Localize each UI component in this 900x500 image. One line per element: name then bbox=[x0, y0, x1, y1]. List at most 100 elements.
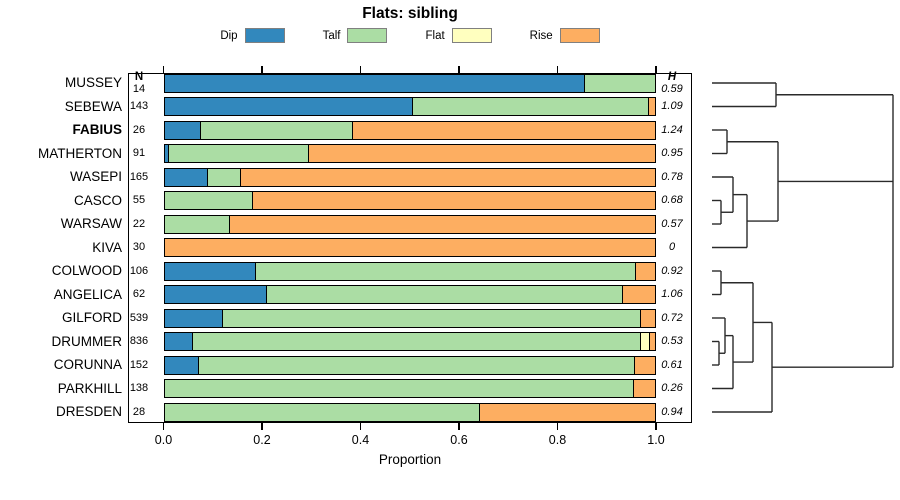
legend-swatch bbox=[244, 28, 285, 43]
bar-segment-talf bbox=[167, 144, 310, 163]
top-axis-tick bbox=[261, 66, 263, 73]
top-axis-tick bbox=[359, 66, 362, 73]
x-axis-tick bbox=[458, 423, 460, 430]
n-value: 14 bbox=[132, 83, 146, 95]
row-label: MATHERTON bbox=[37, 145, 122, 161]
h-value: 0.95 bbox=[661, 147, 683, 159]
h-value: 0.92 bbox=[661, 264, 683, 277]
stacked-bar bbox=[163, 97, 657, 116]
row-label: DRUMMER bbox=[51, 333, 123, 349]
bar-segment-dip bbox=[163, 308, 224, 328]
bar-segment-rise bbox=[308, 144, 656, 163]
stacked-bar bbox=[163, 191, 657, 210]
bar-segment-rise bbox=[240, 167, 656, 187]
h-value: 0.53 bbox=[661, 335, 683, 347]
row-label: ANGELICA bbox=[53, 286, 122, 302]
n-value: 28 bbox=[132, 405, 146, 418]
x-axis-tick bbox=[556, 423, 559, 430]
bar-segment-dip bbox=[163, 355, 199, 375]
bar-segment-dip bbox=[163, 120, 202, 140]
x-axis-tick bbox=[655, 423, 657, 430]
top-axis-tick bbox=[556, 66, 559, 73]
bar-segment-rise bbox=[632, 379, 656, 398]
bar-segment-dip bbox=[163, 285, 267, 304]
stacked-bar bbox=[163, 379, 657, 398]
bar-segment-talf bbox=[163, 214, 231, 234]
row-label: SEBEWA bbox=[64, 98, 122, 114]
legend-label: Talf bbox=[322, 29, 341, 42]
x-tick-label: 0.8 bbox=[548, 433, 567, 447]
row-label: KIVA bbox=[92, 239, 122, 255]
bar-segment-talf bbox=[411, 97, 650, 116]
stacked-bar bbox=[163, 214, 657, 234]
bar-segment-rise bbox=[622, 285, 656, 304]
legend-label: Flat bbox=[425, 29, 445, 42]
n-value: 143 bbox=[129, 100, 149, 112]
stacked-bar bbox=[163, 238, 656, 257]
row-label: GILFORD bbox=[61, 310, 122, 325]
stacked-bar bbox=[163, 402, 657, 422]
h-value: 1.24 bbox=[661, 123, 683, 136]
n-column-header: N bbox=[134, 71, 144, 83]
h-value: 0 bbox=[668, 241, 676, 253]
h-column-header: H bbox=[667, 71, 677, 83]
h-value: 0.57 bbox=[661, 217, 683, 230]
h-value: 0.68 bbox=[661, 194, 683, 206]
bar-segment-rise bbox=[251, 191, 656, 210]
bar-segment-talf bbox=[163, 402, 481, 422]
n-value: 106 bbox=[129, 264, 149, 277]
bar-segment-talf bbox=[163, 191, 254, 210]
bar-segment-talf bbox=[163, 379, 634, 398]
bar-segment-talf bbox=[255, 261, 637, 281]
top-axis-tick bbox=[655, 66, 657, 73]
stacked-bar bbox=[163, 261, 657, 281]
n-value: 165 bbox=[129, 170, 149, 183]
stacked-bar bbox=[163, 355, 657, 375]
stacked-bar bbox=[163, 167, 657, 187]
x-axis-tick bbox=[359, 423, 362, 430]
legend-swatch bbox=[451, 28, 492, 43]
n-value: 152 bbox=[129, 358, 149, 371]
bar-segment-dip bbox=[163, 261, 257, 281]
row-label: DRESDEN bbox=[55, 404, 122, 419]
bar-segment-dip bbox=[163, 332, 194, 351]
x-tick-label: 1.0 bbox=[647, 433, 665, 447]
legend-label: Rise bbox=[529, 29, 553, 42]
row-label: CASCO bbox=[73, 192, 122, 208]
h-value: 0.26 bbox=[661, 382, 683, 394]
h-value: 0.78 bbox=[661, 170, 683, 183]
h-value: 0.94 bbox=[661, 405, 683, 418]
legend-item-talf: Talf bbox=[323, 28, 388, 43]
bar-segment-rise bbox=[478, 402, 656, 422]
n-value: 22 bbox=[132, 217, 146, 230]
bar-segment-rise bbox=[647, 97, 656, 116]
bar-segment-dip bbox=[163, 167, 209, 187]
bar-segment-rise bbox=[639, 308, 656, 328]
row-label: PARKHILL bbox=[57, 380, 122, 396]
stacked-bar bbox=[163, 332, 657, 351]
bar-segment-talf bbox=[200, 120, 354, 140]
bar-segment-talf bbox=[207, 167, 242, 187]
row-label: WASEPI bbox=[69, 169, 122, 184]
n-value: 55 bbox=[132, 194, 146, 206]
bar-segment-talf bbox=[197, 355, 635, 375]
h-value: 0.61 bbox=[661, 358, 683, 371]
bar-segment-talf bbox=[221, 308, 642, 328]
legend-swatch bbox=[347, 28, 388, 43]
bar-segment-talf bbox=[584, 73, 656, 93]
n-value: 26 bbox=[132, 123, 146, 136]
bar-segment-rise bbox=[229, 214, 656, 234]
n-value: 138 bbox=[129, 382, 149, 394]
row-label: FABIUS bbox=[72, 122, 122, 137]
stacked-bar bbox=[163, 308, 657, 328]
h-value: 1.06 bbox=[661, 288, 683, 300]
row-label: WARSAW bbox=[60, 216, 122, 231]
x-axis-tick bbox=[162, 423, 165, 430]
x-tick-label: 0.0 bbox=[154, 433, 173, 447]
bar-segment-dip bbox=[163, 73, 586, 93]
stacked-bar bbox=[163, 73, 657, 93]
top-axis-tick bbox=[162, 66, 165, 73]
n-value: 836 bbox=[129, 335, 149, 347]
legend-item-dip: Dip bbox=[220, 28, 285, 43]
